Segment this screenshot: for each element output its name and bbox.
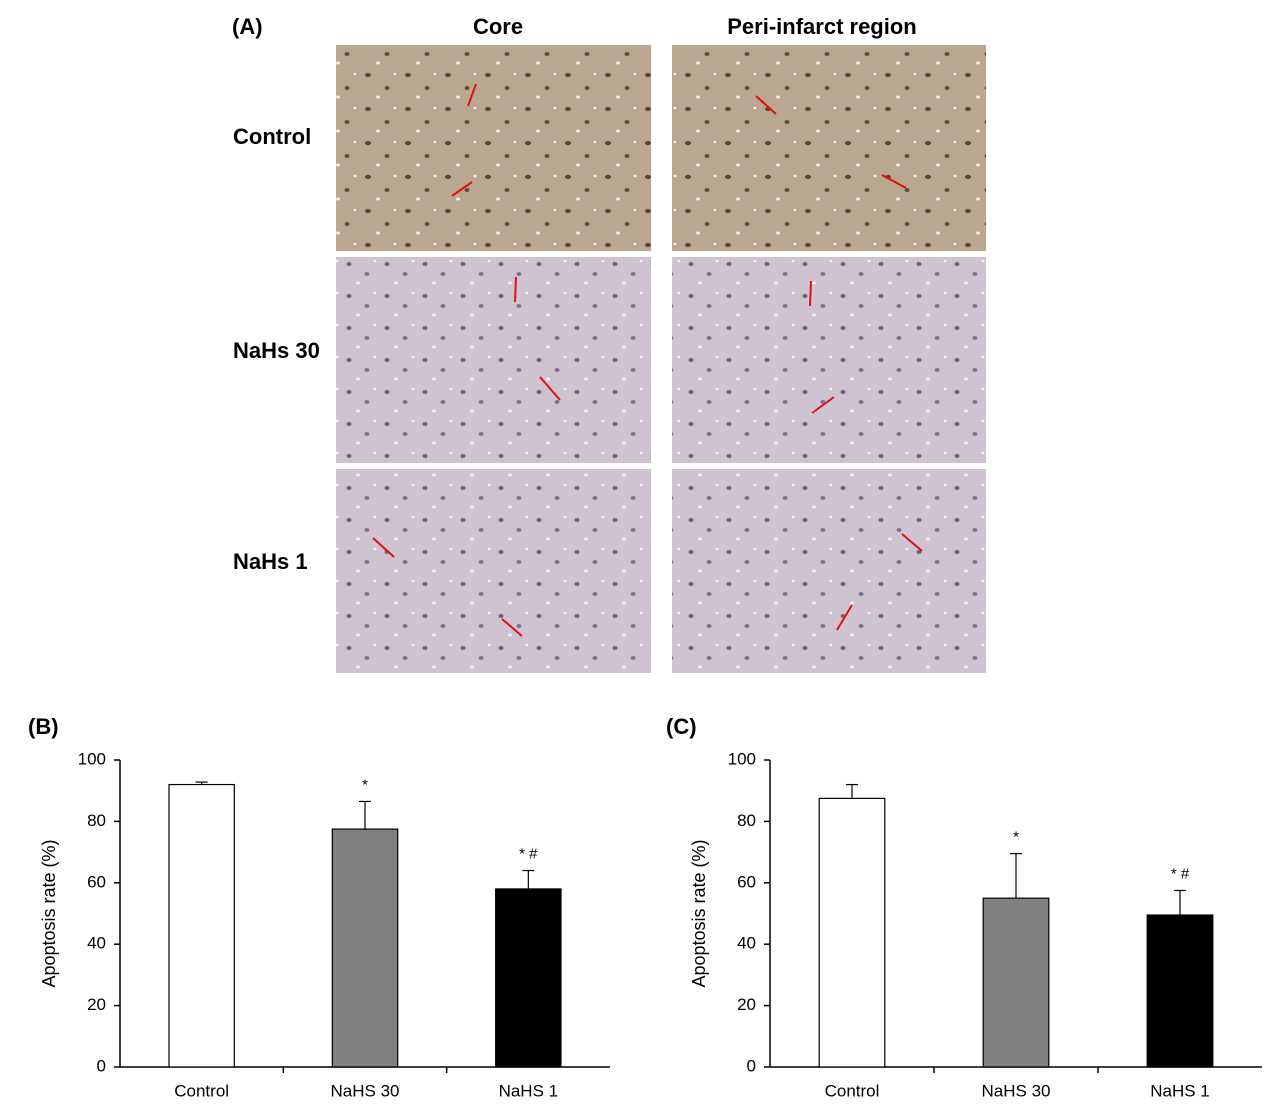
x-tick-label: NaHS 30 [982, 1081, 1051, 1100]
significance-label: * # [1171, 865, 1190, 882]
y-tick-label: 40 [87, 934, 106, 953]
row-label: NaHs 1 [233, 549, 308, 574]
bar [982, 897, 1050, 1068]
micrographs [336, 45, 986, 673]
y-axis-label: Apoptosis rate (%) [689, 839, 709, 987]
arrows [372, 83, 923, 637]
micrograph [336, 469, 651, 673]
panel-label: (C) [666, 714, 697, 739]
y-tick-label: 60 [737, 872, 756, 891]
y-tick-label: 0 [747, 1056, 756, 1075]
column-label: Core [473, 14, 523, 39]
y-tick-label: 80 [737, 811, 756, 830]
y-tick-label: 60 [87, 872, 106, 891]
y-tick-label: 100 [78, 749, 106, 768]
y-tick-label: 40 [737, 934, 756, 953]
row-label: Control [233, 124, 311, 149]
micrograph [672, 469, 986, 673]
y-tick-label: 20 [737, 995, 756, 1014]
significance-label: * [362, 776, 368, 793]
row-label: NaHs 30 [233, 338, 320, 363]
bar [818, 797, 886, 1068]
y-tick-label: 0 [97, 1056, 106, 1075]
panel-label: (B) [28, 714, 59, 739]
panel-label: (A) [232, 14, 263, 39]
significance-label: * [1013, 829, 1019, 846]
micrograph [672, 45, 986, 251]
y-tick-label: 80 [87, 811, 106, 830]
micrograph [336, 45, 651, 251]
micrograph [336, 257, 651, 463]
bar [168, 783, 235, 1068]
y-tick-label: 20 [87, 995, 106, 1014]
x-tick-label: NaHS 30 [331, 1081, 400, 1100]
x-tick-label: Control [174, 1081, 229, 1100]
x-tick-label: NaHS 1 [499, 1081, 559, 1100]
bar [495, 888, 562, 1068]
column-label: Peri-infarct region [727, 14, 916, 39]
x-tick-label: NaHS 1 [1150, 1081, 1210, 1100]
y-axis-label: Apoptosis rate (%) [39, 839, 59, 987]
bar [1146, 914, 1214, 1068]
x-tick-label: Control [825, 1081, 880, 1100]
micrograph [672, 257, 986, 463]
bar [331, 828, 399, 1068]
y-tick-label: 100 [728, 749, 756, 768]
significance-label: * # [519, 845, 538, 862]
